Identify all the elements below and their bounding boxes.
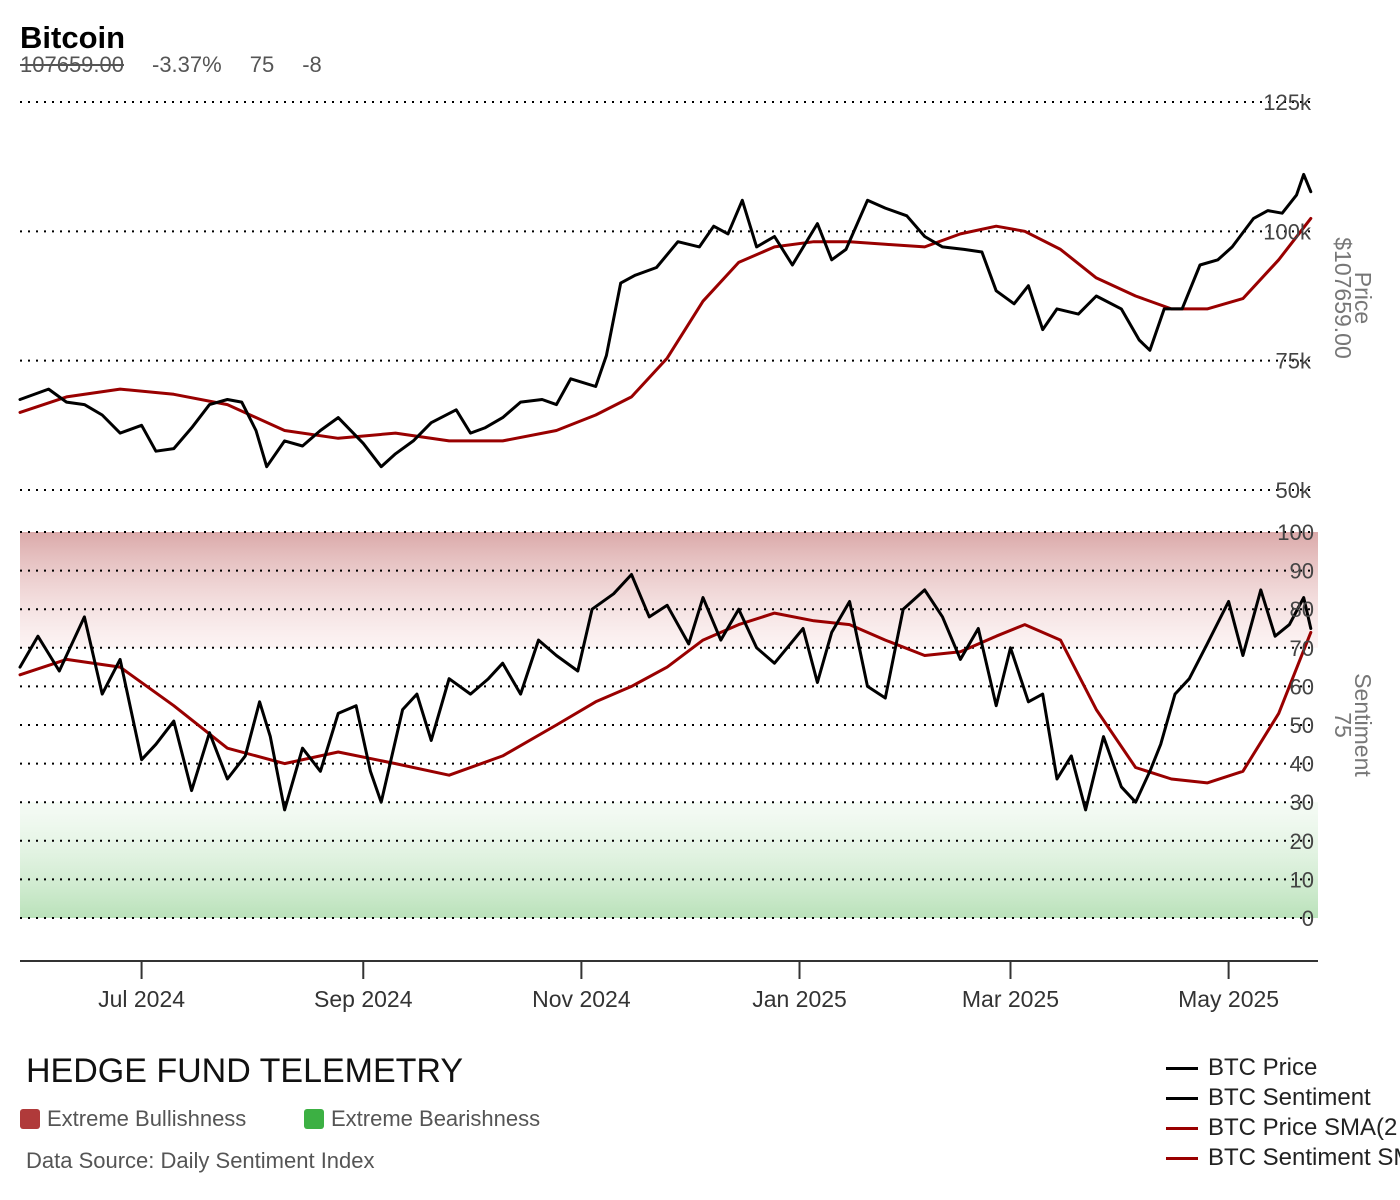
current-sentiment: 75 [249,52,275,77]
x-tick-label: Mar 2025 [962,986,1059,1012]
series-legend: BTC Price BTC Sentiment BTC Price SMA(2 … [1166,1053,1400,1173]
price-tick-label: 75k [1276,349,1312,374]
x-tick-label: Jul 2024 [98,986,185,1012]
line-swatch-icon [1166,1126,1198,1130]
sentiment-tick-label: 0 [1302,906,1314,931]
sentiment-chart: 50k 75k 100k 125k 0 10 20 30 40 50 60 70 80 90 100 Jul … [18,90,1376,1012]
x-tick-label: May 2025 [1178,986,1279,1012]
legend-label: BTC Sentiment [1208,1084,1371,1111]
legend-btc-sentiment-sma: BTC Sentiment SMA [1166,1143,1400,1173]
legend-label: BTC Sentiment SMA [1208,1144,1400,1171]
x-tick-label: Nov 2024 [532,986,631,1012]
price-tick-label: 125k [1263,90,1312,115]
sentiment-tick-label: 70 [1290,636,1314,661]
sentiment-tick-label: 50 [1290,713,1314,738]
current-price: 107659.00 [20,52,124,77]
legend-btc-price: BTC Price [1166,1053,1400,1083]
legend-bear-label: Extreme Bearishness [331,1106,541,1131]
price-axis-label: Price [1350,272,1376,324]
price-tick-label: 50k [1276,478,1312,503]
sentiment-tick-label: 30 [1290,790,1314,815]
sentiment-tick-label: 60 [1290,674,1314,699]
legend-btc-price-sma: BTC Price SMA(2 [1166,1113,1400,1143]
sentiment-tick-label: 80 [1290,597,1314,622]
extreme-bullishness-band [20,532,1318,648]
sentiment-bands [20,532,1318,918]
grid-lines [20,101,1316,919]
legend-bull-label: Extreme Bullishness [47,1106,247,1131]
legend-btc-sentiment: BTC Sentiment [1166,1083,1400,1113]
sentiment-axis-value: 75 [1330,712,1356,738]
data-source: Data Source: Daily Sentiment Index [26,1148,375,1173]
btc-price-sma-line [18,216,1313,443]
sentiment-tick-label: 20 [1290,829,1314,854]
x-tick-label: Sep 2024 [314,986,413,1012]
price-axis-value: $107659.00 [1330,237,1356,359]
line-swatch-icon [1166,1066,1198,1070]
bull-swatch-icon [20,1109,40,1129]
legend-label: BTC Price [1208,1054,1318,1081]
series-lines [18,172,1313,812]
sentiment-tick-label: 100 [1277,520,1314,545]
legend-extreme-bullishness: Extreme Bullishness [20,1106,246,1132]
x-tick-label: Jan 2025 [752,986,847,1012]
sentiment-axis-label: Sentiment [1350,673,1376,777]
price-tick-label: 100k [1263,219,1312,244]
extreme-bearishness-band [20,802,1318,918]
line-swatch-icon [1166,1156,1198,1160]
sentiment-tick-label: 10 [1290,867,1314,892]
brand-name: HEDGE FUND TELEMETRY [26,1052,464,1090]
sentiment-tick-label: 40 [1290,752,1314,777]
price-change: -3.37% [152,52,222,77]
legend-label: BTC Price SMA(2 [1208,1114,1398,1141]
legend-extreme-bearishness: Extreme Bearishness [304,1106,540,1132]
btc-sentiment-line [18,573,1313,812]
chart-title: Bitcoin [20,20,126,55]
btc-sentiment-sma-line [18,611,1313,785]
line-swatch-icon [1166,1096,1198,1100]
bear-swatch-icon [304,1109,324,1129]
sentiment-tick-label: 90 [1290,559,1314,584]
axes: 50k 75k 100k 125k 0 10 20 30 40 50 60 70 80 90 100 Jul … [20,90,1376,1012]
btc-price-line [18,172,1313,469]
stats-row: 107659.00 -3.37% 75 -8 [20,52,350,78]
sentiment-change: -8 [302,52,322,77]
